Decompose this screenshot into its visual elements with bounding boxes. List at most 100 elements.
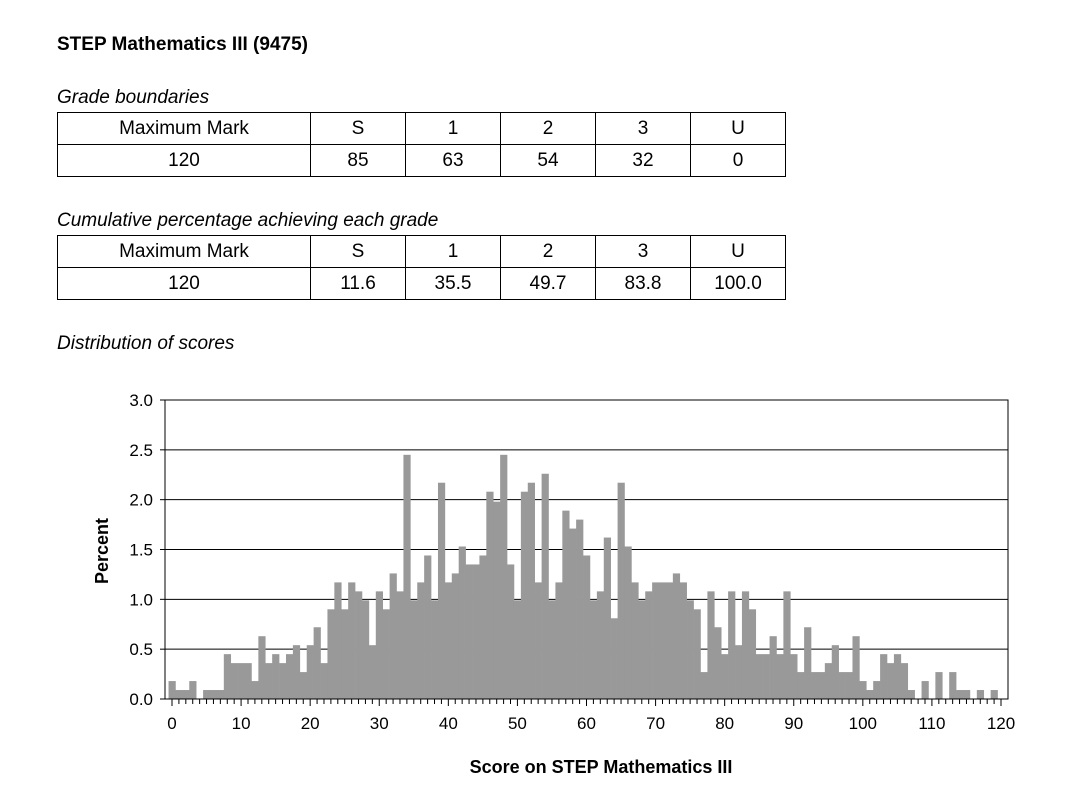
histogram-bar [562, 510, 570, 699]
histogram-bar [285, 654, 294, 699]
x-tick-label: 110 [918, 714, 945, 733]
table-header-cell: U [690, 235, 786, 268]
histogram-bar [265, 663, 273, 699]
histogram-bar [175, 690, 183, 699]
histogram-bar [472, 564, 480, 699]
histogram-bar [327, 609, 335, 699]
histogram-bar [880, 654, 888, 699]
histogram-bar [866, 690, 874, 699]
x-tick-label: 60 [577, 714, 596, 733]
histogram-bar [714, 627, 722, 699]
histogram-bar [424, 555, 432, 699]
histogram-bar [417, 582, 425, 699]
histogram-bar [355, 591, 363, 699]
histogram-bar [507, 564, 515, 699]
histogram-bar [375, 591, 384, 699]
table-header-row: Maximum Mark S 1 2 3 U [57, 235, 786, 268]
cumulative-table: Maximum Mark S 1 2 3 U 120 11.6 35.5 49.… [57, 235, 786, 300]
histogram-bar [610, 618, 618, 699]
histogram-bar [873, 681, 881, 699]
histogram-bar [527, 482, 535, 699]
histogram-bar [589, 600, 598, 699]
distribution-caption: Distribution of scores [57, 333, 235, 354]
histogram-bar [811, 672, 819, 699]
histogram-bar [935, 672, 943, 699]
grade-boundaries-caption: Grade boundaries [57, 87, 210, 108]
cumulative-caption: Cumulative percentage achieving each gra… [57, 210, 439, 231]
table-header-row: Maximum Mark S 1 2 3 U [57, 112, 786, 145]
x-tick-label: 30 [370, 714, 389, 733]
histogram-bar [907, 690, 915, 699]
axes: 0.0 0.5 1.0 1.5 2.0 2.5 3.0 0 10 20 30 40 50 60 70 80 90… [129, 391, 1015, 733]
histogram-bar [797, 672, 805, 699]
histogram-bar [659, 582, 667, 699]
histogram-bar [776, 654, 784, 699]
histogram-bar [555, 582, 563, 699]
table-cell: 100.0 [690, 267, 786, 300]
table-header-cell: 2 [500, 112, 596, 145]
histogram-bar [361, 600, 370, 699]
histogram-bar [334, 582, 342, 699]
histogram-bar [624, 546, 632, 699]
y-axis-label: Percent [92, 518, 112, 584]
histogram-bar [437, 482, 446, 699]
histogram-bar [755, 654, 763, 699]
histogram-bar [230, 663, 238, 699]
bars [168, 454, 998, 699]
table-cell: 85 [310, 144, 406, 177]
histogram-bar [638, 600, 646, 699]
table-cell: 0 [690, 144, 786, 177]
histogram-bar [817, 672, 826, 699]
histogram-bar [458, 546, 466, 699]
histogram-bar [513, 600, 522, 699]
histogram-bar [583, 555, 591, 699]
histogram-bar [804, 627, 812, 699]
histogram-bar [272, 654, 280, 699]
histogram-bar [831, 645, 839, 699]
x-axis-label: Score on STEP Mathematics III [470, 757, 733, 777]
histogram-bar [493, 501, 501, 699]
histogram-bar [486, 491, 494, 699]
histogram-bar [209, 690, 218, 699]
y-tick-label: 0.0 [129, 690, 153, 709]
table-cell: 83.8 [595, 267, 691, 300]
histogram-bar [292, 645, 301, 699]
table-cell: 49.7 [500, 267, 596, 300]
histogram-bar [251, 681, 259, 699]
histogram-bar [382, 609, 390, 699]
histogram-bar [783, 591, 791, 699]
table-header-cell: 3 [595, 235, 691, 268]
histogram-bar [451, 573, 459, 699]
y-tick-label: 2.5 [129, 441, 153, 460]
histogram-bar [534, 582, 542, 699]
histogram-bar [520, 491, 529, 699]
histogram-bar [645, 591, 653, 699]
histogram-bar [348, 582, 356, 699]
histogram-bar [707, 591, 715, 699]
x-tick-label: 120 [987, 714, 1015, 733]
y-tick-label: 3.0 [129, 391, 153, 410]
table-header-cell: 3 [595, 112, 691, 145]
histogram-bar [258, 636, 266, 699]
histogram-bar [189, 681, 197, 699]
x-tick-label: 90 [784, 714, 803, 733]
table-row: 120 11.6 35.5 49.7 83.8 100.0 [57, 267, 786, 300]
histogram-bar [769, 636, 777, 699]
histogram-bar [672, 573, 681, 699]
histogram-bar [762, 654, 770, 699]
histogram-bar [569, 528, 577, 699]
table-cell: 120 [57, 267, 311, 300]
histogram-bar [341, 609, 349, 699]
table-cell: 11.6 [310, 267, 406, 300]
histogram-bar [431, 600, 439, 699]
histogram-bar [852, 636, 860, 699]
histogram-bar [838, 672, 846, 699]
table-header-cell: Maximum Mark [57, 112, 311, 145]
histogram-bar [721, 654, 729, 699]
histogram-bar [168, 681, 176, 699]
histogram-bar [182, 690, 190, 699]
histogram-bar [479, 555, 487, 699]
histogram-bar [279, 663, 287, 699]
histogram-bar [541, 473, 549, 699]
histogram-bar [216, 690, 225, 699]
